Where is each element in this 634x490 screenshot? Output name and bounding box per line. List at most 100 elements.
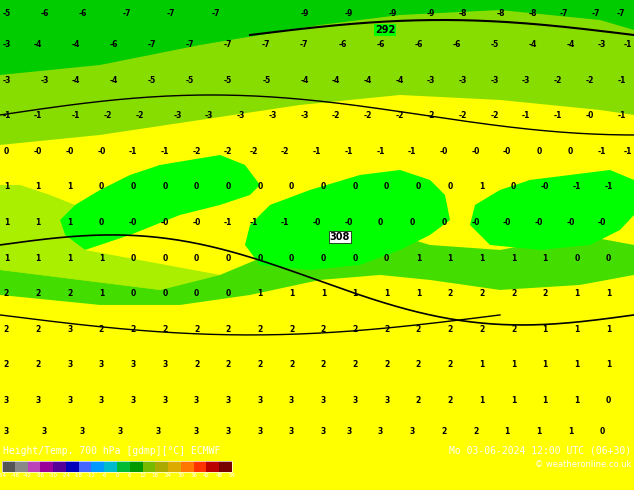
Text: -2: -2 bbox=[395, 111, 404, 120]
Text: -7: -7 bbox=[560, 9, 569, 18]
Bar bbox=[219, 461, 232, 472]
Text: 2: 2 bbox=[448, 289, 453, 298]
Text: 2: 2 bbox=[194, 325, 199, 334]
Text: 1: 1 bbox=[289, 289, 294, 298]
Text: 1: 1 bbox=[479, 253, 484, 263]
Text: -1: -1 bbox=[604, 182, 613, 192]
Text: 0: 0 bbox=[226, 182, 231, 192]
Text: 2: 2 bbox=[321, 360, 326, 369]
Text: 1: 1 bbox=[606, 360, 611, 369]
Text: 0: 0 bbox=[353, 253, 358, 263]
Text: -0: -0 bbox=[192, 218, 201, 227]
Text: 0: 0 bbox=[384, 182, 389, 192]
Text: -7: -7 bbox=[262, 40, 271, 49]
Text: 1: 1 bbox=[67, 182, 72, 192]
Text: -4: -4 bbox=[34, 40, 42, 49]
Text: 3: 3 bbox=[67, 396, 72, 405]
Text: -3: -3 bbox=[598, 40, 607, 49]
Text: -7: -7 bbox=[167, 9, 176, 18]
Text: 2: 2 bbox=[511, 325, 516, 334]
Text: Height/Temp. 700 hPa [gdmp][°C] ECMWF: Height/Temp. 700 hPa [gdmp][°C] ECMWF bbox=[3, 446, 221, 456]
Text: 3: 3 bbox=[346, 427, 351, 436]
Bar bbox=[193, 461, 207, 472]
Text: 2: 2 bbox=[226, 325, 231, 334]
Text: -4: -4 bbox=[300, 75, 309, 85]
Text: -0: -0 bbox=[534, 218, 543, 227]
Text: 2: 2 bbox=[448, 360, 453, 369]
Text: 1: 1 bbox=[36, 253, 41, 263]
Text: 3: 3 bbox=[80, 427, 85, 436]
Text: 0: 0 bbox=[257, 253, 262, 263]
Bar bbox=[155, 461, 168, 472]
Text: -9: -9 bbox=[427, 9, 436, 18]
Text: -4: -4 bbox=[72, 75, 81, 85]
Text: -4: -4 bbox=[363, 75, 372, 85]
Text: -0: -0 bbox=[503, 147, 512, 156]
Text: -8: -8 bbox=[496, 9, 505, 18]
Bar bbox=[2, 461, 232, 472]
Text: -2: -2 bbox=[103, 111, 112, 120]
Text: 0: 0 bbox=[321, 182, 326, 192]
Bar bbox=[2, 461, 15, 472]
Text: 1: 1 bbox=[543, 325, 548, 334]
Text: -6: -6 bbox=[110, 40, 119, 49]
Text: 308: 308 bbox=[330, 232, 350, 242]
Text: 3: 3 bbox=[378, 427, 383, 436]
Text: 2: 2 bbox=[321, 325, 326, 334]
Bar bbox=[53, 461, 66, 472]
Text: -2: -2 bbox=[192, 147, 201, 156]
Text: 1: 1 bbox=[4, 218, 9, 227]
Text: 2: 2 bbox=[36, 360, 41, 369]
Text: 18: 18 bbox=[152, 473, 159, 478]
Text: 2: 2 bbox=[226, 360, 231, 369]
Text: 24: 24 bbox=[165, 473, 172, 478]
Text: -0: -0 bbox=[598, 218, 607, 227]
Text: 1: 1 bbox=[606, 289, 611, 298]
Text: -1: -1 bbox=[408, 147, 417, 156]
Text: 2: 2 bbox=[99, 325, 104, 334]
Text: 0: 0 bbox=[511, 182, 516, 192]
Text: -4: -4 bbox=[332, 75, 340, 85]
Text: 0: 0 bbox=[600, 427, 605, 436]
Text: -2: -2 bbox=[332, 111, 340, 120]
Text: 0: 0 bbox=[4, 147, 9, 156]
Text: 0: 0 bbox=[416, 182, 421, 192]
Text: 0: 0 bbox=[384, 253, 389, 263]
Text: -7: -7 bbox=[211, 9, 220, 18]
Text: 1: 1 bbox=[574, 360, 579, 369]
Text: -3: -3 bbox=[300, 111, 309, 120]
Text: 2: 2 bbox=[479, 325, 484, 334]
Text: 48: 48 bbox=[216, 473, 223, 478]
Text: 2: 2 bbox=[384, 325, 389, 334]
Text: -3: -3 bbox=[490, 75, 499, 85]
Text: 2: 2 bbox=[257, 360, 262, 369]
Text: -9: -9 bbox=[344, 9, 353, 18]
Text: -5: -5 bbox=[2, 9, 11, 18]
Text: 1: 1 bbox=[568, 427, 573, 436]
Text: 2: 2 bbox=[543, 289, 548, 298]
Text: © weatheronline.co.uk: © weatheronline.co.uk bbox=[534, 460, 631, 469]
Text: 3: 3 bbox=[289, 396, 294, 405]
Text: 3: 3 bbox=[156, 427, 161, 436]
Text: 0: 0 bbox=[441, 218, 446, 227]
Text: 0: 0 bbox=[131, 182, 136, 192]
Bar bbox=[104, 461, 117, 472]
Text: -1: -1 bbox=[376, 147, 385, 156]
Text: 3: 3 bbox=[226, 427, 231, 436]
Text: -2: -2 bbox=[585, 75, 594, 85]
Text: -30: -30 bbox=[49, 473, 58, 478]
Text: -5: -5 bbox=[186, 75, 195, 85]
Text: -0: -0 bbox=[566, 218, 575, 227]
Text: -9: -9 bbox=[300, 9, 309, 18]
Text: -6: -6 bbox=[40, 9, 49, 18]
Text: -2: -2 bbox=[281, 147, 290, 156]
Text: 2: 2 bbox=[416, 396, 421, 405]
Text: -18: -18 bbox=[74, 473, 83, 478]
Text: 3: 3 bbox=[99, 396, 104, 405]
Text: 3: 3 bbox=[194, 396, 199, 405]
Text: -1: -1 bbox=[129, 147, 138, 156]
Text: 1: 1 bbox=[511, 396, 516, 405]
Text: 3: 3 bbox=[42, 427, 47, 436]
Text: 1: 1 bbox=[574, 289, 579, 298]
Text: -3: -3 bbox=[2, 75, 11, 85]
